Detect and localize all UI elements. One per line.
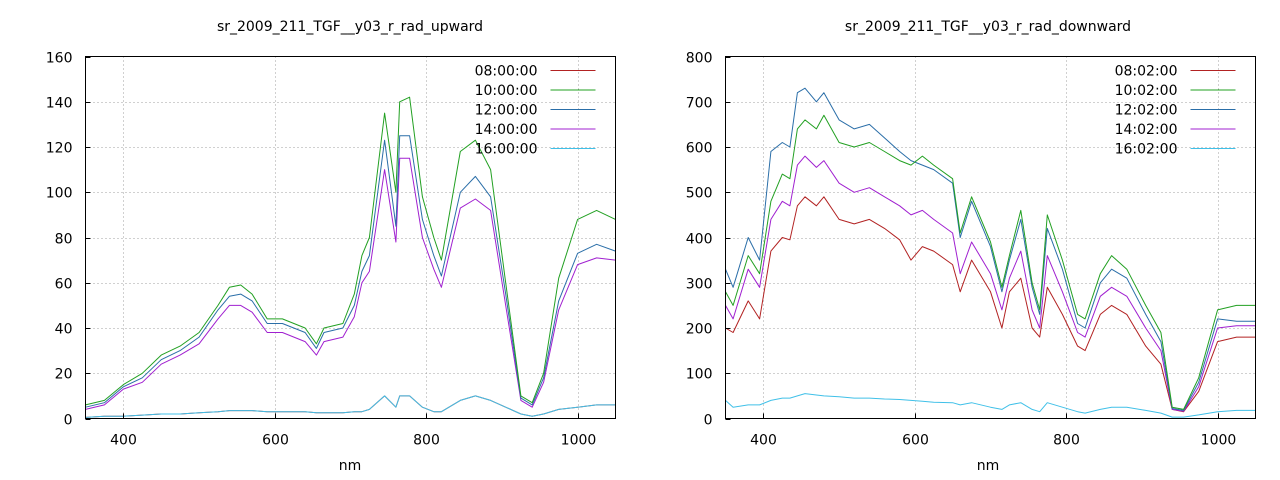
legend-item: 08:00:00 [475, 64, 596, 80]
y-tick-label: 400 [686, 232, 713, 248]
legend-label: 12:00:00 [475, 103, 538, 119]
chart-title: sr_2009_211_TGF__y03_r_rad_downward [845, 19, 1131, 35]
legend: 08:02:00 10:02:00 12:02:00 14:02:00 16:02:00 [1115, 64, 1236, 158]
legend-item: 12:02:00 [1115, 103, 1236, 119]
y-tick-label: 100 [686, 367, 713, 383]
legend-label: 12:02:00 [1115, 103, 1178, 119]
series-line-14-02-00 [725, 155, 1256, 412]
x-tick-label: 600 [262, 433, 289, 449]
series-group [725, 87, 1256, 418]
y-tick-label: 0 [704, 413, 713, 429]
series-line-16-00-00 [85, 395, 616, 418]
y-tick-label: 40 [55, 322, 73, 338]
x-tick-label: 400 [750, 433, 777, 449]
y-tick-label: 0 [64, 413, 73, 429]
series-group [85, 96, 616, 418]
series-line-10-02-00 [725, 114, 1256, 410]
series-line-14-00-00 [85, 157, 616, 410]
x-axis-label: nm [977, 458, 1000, 474]
x-tick-label: 1000 [1201, 433, 1237, 449]
y-tick-label: 500 [686, 186, 713, 202]
legend-item: 12:00:00 [475, 103, 596, 119]
chart-upward: sr_2009_211_TGF__y03_r_rad_upward 400 600… [46, 19, 616, 474]
x-axis-ticks: 400 600 800 1000 [750, 413, 1237, 449]
y-tick-label: 80 [55, 232, 73, 248]
legend-label: 14:02:00 [1115, 122, 1178, 138]
y-tick-label: 160 [46, 51, 73, 67]
x-tick-label: 800 [413, 433, 440, 449]
plot-frame [725, 56, 1256, 419]
x-axis-ticks: 400 600 800 1000 [110, 413, 597, 449]
legend-label: 16:02:00 [1115, 142, 1178, 158]
x-tick-label: 800 [1053, 433, 1080, 449]
series-line-12-00-00 [85, 135, 616, 408]
y-axis-ticks: 0 100 200 300 400 500 600 700 800 [686, 51, 731, 429]
legend: 08:00:00 10:00:00 12:00:00 14:00:00 16:00:00 [475, 64, 596, 158]
grid [85, 56, 616, 419]
x-tick-label: 400 [110, 433, 137, 449]
legend-label: 08:02:00 [1115, 64, 1178, 80]
chart-downward: sr_2009_211_TGF__y03_r_rad_downward 400 6… [686, 19, 1256, 474]
y-tick-label: 60 [55, 277, 73, 293]
x-tick-label: 1000 [561, 433, 597, 449]
legend-item: 10:00:00 [475, 83, 596, 99]
legend-label: 08:00:00 [475, 64, 538, 80]
legend-label: 10:00:00 [475, 83, 538, 99]
y-tick-label: 140 [46, 96, 73, 112]
legend-item: 14:02:00 [1115, 122, 1236, 138]
legend-item: 08:02:00 [1115, 64, 1236, 80]
legend-item: 10:02:00 [1115, 83, 1236, 99]
legend-label: 14:00:00 [475, 122, 538, 138]
y-tick-label: 300 [686, 277, 713, 293]
chart-title: sr_2009_211_TGF__y03_r_rad_upward [217, 19, 483, 35]
y-tick-label: 800 [686, 51, 713, 67]
y-axis-ticks: 0 20 40 60 80 100 120 140 160 [46, 51, 91, 429]
legend-label: 16:00:00 [475, 142, 538, 158]
y-tick-label: 100 [46, 186, 73, 202]
legend-label: 10:02:00 [1115, 83, 1178, 99]
x-tick-label: 600 [902, 433, 929, 449]
legend-item: 16:02:00 [1115, 142, 1236, 158]
grid [725, 56, 1256, 419]
plot-frame [85, 56, 616, 419]
y-tick-label: 200 [686, 322, 713, 338]
legend-item: 16:00:00 [475, 142, 596, 158]
series-line-12-02-00 [725, 87, 1256, 411]
series-line-16-02-00 [725, 393, 1256, 418]
series-line-10-00-00 [85, 96, 616, 406]
legend-item: 14:00:00 [475, 122, 596, 138]
y-tick-label: 600 [686, 141, 713, 157]
x-axis-label: nm [339, 458, 362, 474]
y-tick-label: 700 [686, 96, 713, 112]
series-line-08-02-00 [725, 196, 1256, 413]
y-tick-label: 20 [55, 367, 73, 383]
y-tick-label: 120 [46, 141, 73, 157]
